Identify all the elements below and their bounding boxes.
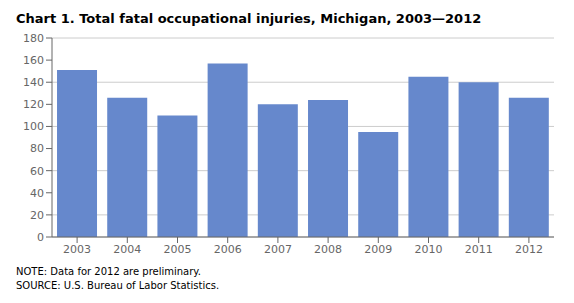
svg-text:100: 100 <box>23 120 44 133</box>
svg-text:80: 80 <box>30 142 44 155</box>
html-text:SOURCE: U.S. Bureau of Labor S: SOURCE: U.S. Bureau of Labor Statistics. <box>16 280 220 291</box>
svg-text:2012: 2012 <box>515 243 543 256</box>
svg-text:2009: 2009 <box>364 243 392 256</box>
svg-text:20: 20 <box>30 209 44 222</box>
svg-text:140: 140 <box>23 76 44 89</box>
svg-text:120: 120 <box>23 98 44 111</box>
svg-text:0: 0 <box>37 231 44 244</box>
svg-text:2008: 2008 <box>314 243 342 256</box>
svg-text:2004: 2004 <box>113 243 141 256</box>
svg-text:2003: 2003 <box>63 243 91 256</box>
svg-text:2007: 2007 <box>264 243 292 256</box>
svg-text:40: 40 <box>30 187 44 200</box>
svg-text:2005: 2005 <box>164 243 192 256</box>
svg-text:60: 60 <box>30 165 44 178</box>
svg-text:180: 180 <box>23 32 44 45</box>
svg-text:160: 160 <box>23 54 44 67</box>
html-text:Chart 1. Total fatal occupatio: Chart 1. Total fatal occupational injuri… <box>16 11 482 26</box>
svg-text:2011: 2011 <box>465 243 493 256</box>
svg-text:2010: 2010 <box>415 243 443 256</box>
html-text:NOTE: Data for 2012 are prelim: NOTE: Data for 2012 are preliminary. <box>16 266 201 277</box>
svg-text:2006: 2006 <box>214 243 242 256</box>
